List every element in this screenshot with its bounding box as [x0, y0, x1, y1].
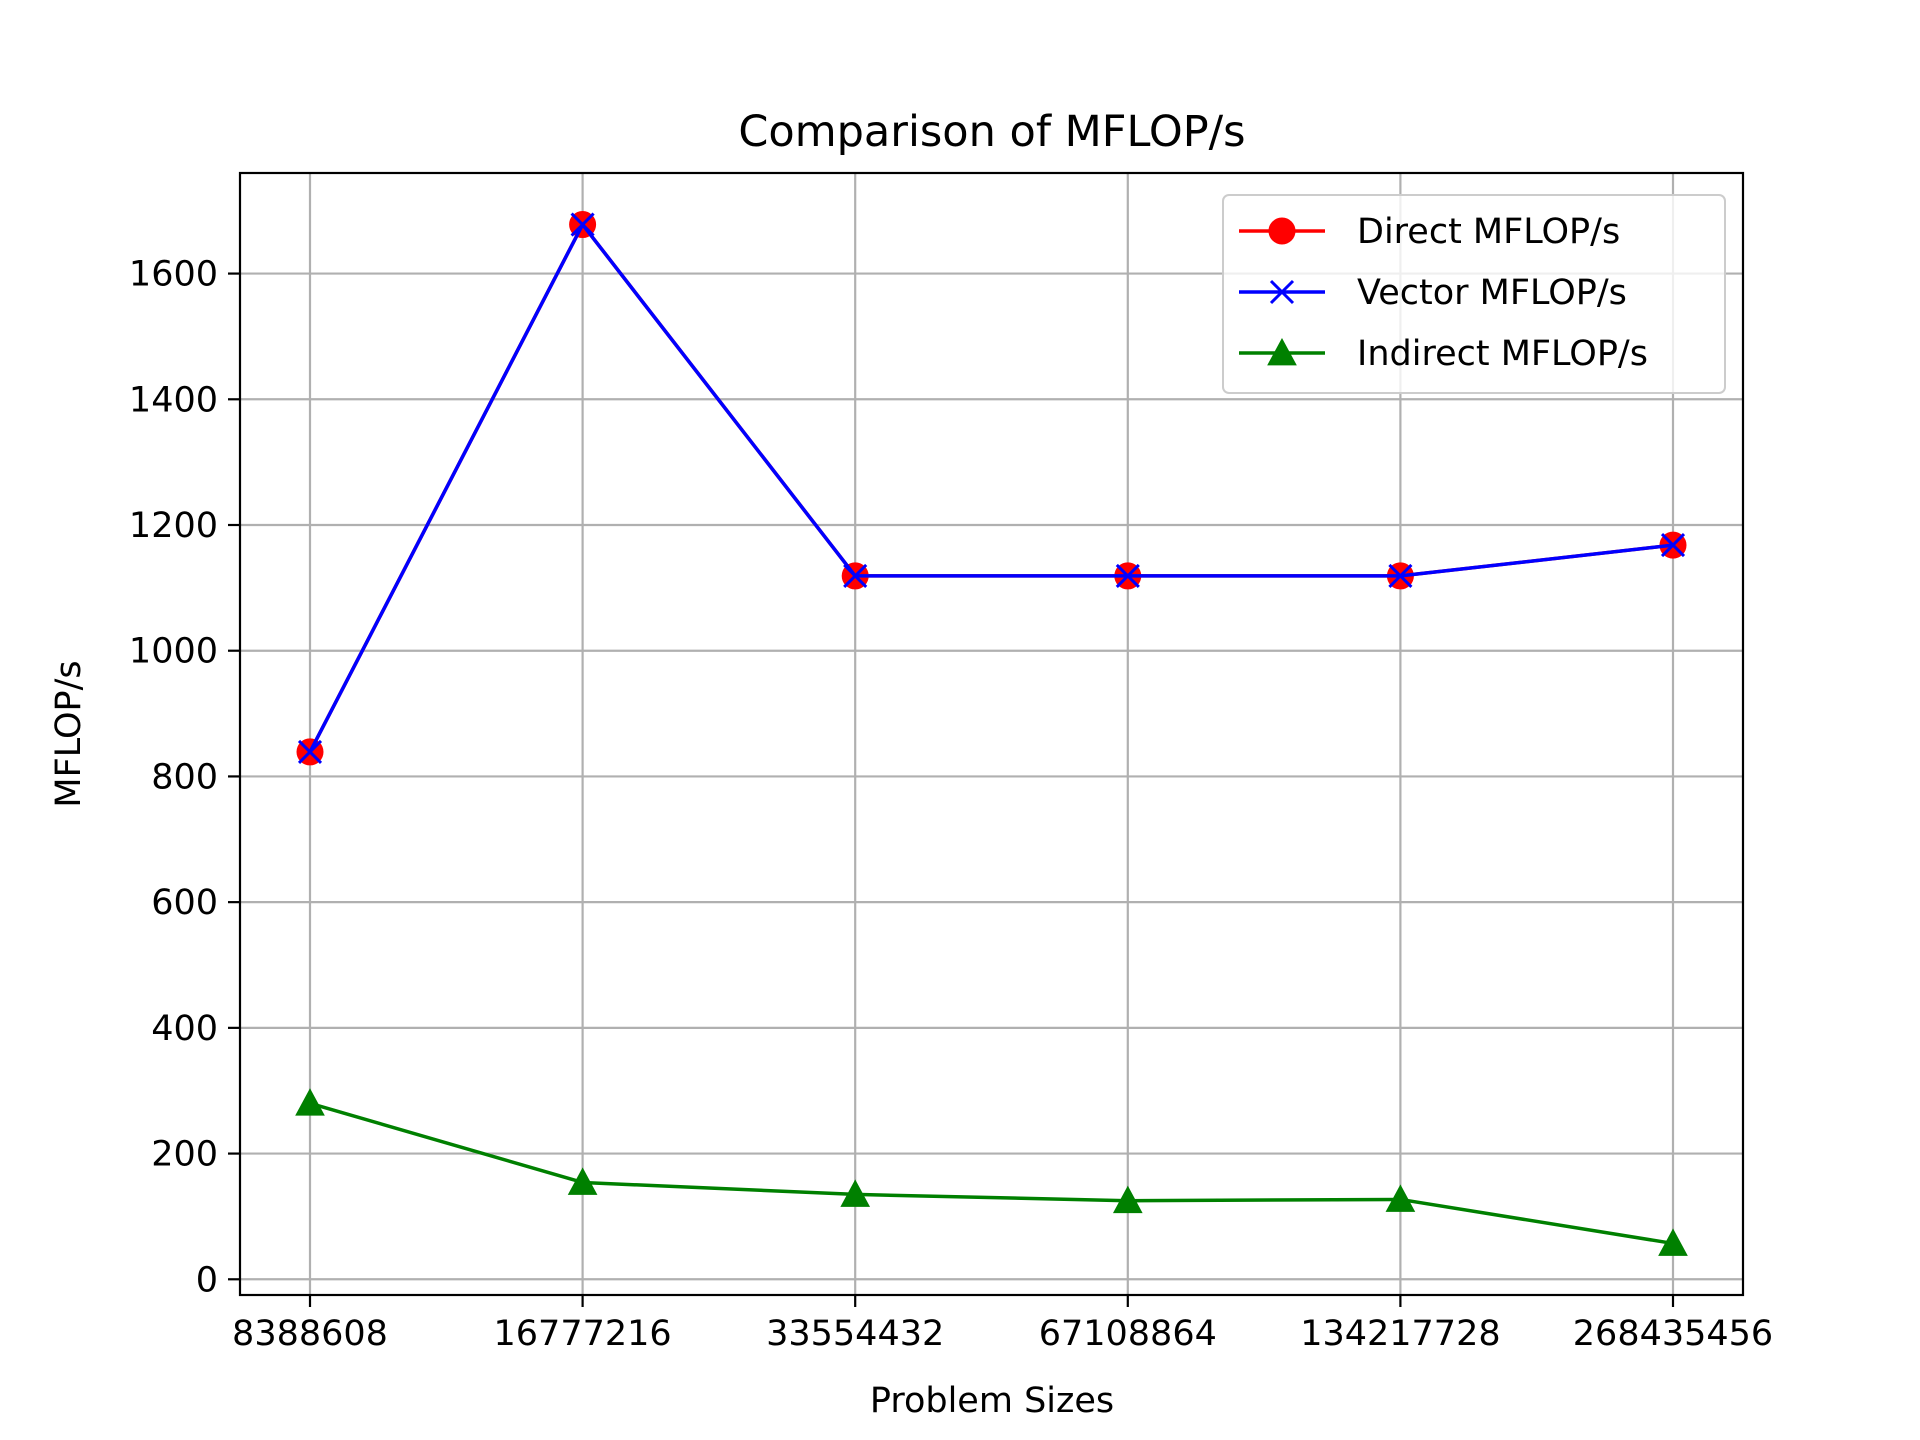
vector-mflop-s-point	[297, 739, 323, 764]
y-tick-label: 800	[151, 757, 218, 797]
indirect-mflop-s-line	[309, 1101, 1674, 1246]
y-tick-label: 200	[151, 1135, 218, 1175]
x-tick-label: 67108864	[1039, 1314, 1217, 1354]
legend-indirect-mflop-s-point	[1267, 337, 1297, 366]
vector-mflop-s-point	[1115, 563, 1140, 588]
legend-label: Direct MFLOP/s	[1357, 212, 1620, 252]
chart-title: Comparison of MFLOP/s	[738, 107, 1245, 157]
legend-item-indirect-mflop-s: Indirect MFLOP/s	[1239, 334, 1648, 374]
vector-mflop-s-point	[570, 212, 595, 237]
indirect-mflop-s-point	[1385, 1184, 1416, 1212]
vector-mflop-s-series	[297, 212, 1686, 764]
legend-label: Indirect MFLOP/s	[1357, 334, 1648, 374]
x-tick-label: 33554432	[766, 1314, 944, 1354]
vector-mflop-s-point	[1388, 563, 1413, 588]
legend-direct-mflop-s-point	[1268, 217, 1296, 245]
x-tick-label: 134217728	[1300, 1314, 1500, 1354]
legend-label: Vector MFLOP/s	[1357, 273, 1627, 313]
y-tick-label: 1600	[129, 255, 218, 295]
y-tick-label: 600	[151, 883, 218, 923]
y-tick-label: 400	[151, 1009, 218, 1049]
legend-frame	[1222, 194, 1726, 394]
y-axis-label: MFLOP/s	[49, 660, 89, 807]
x-tick-label: 16777216	[494, 1314, 672, 1354]
vector-mflop-s-point	[843, 563, 868, 588]
indirect-mflop-s-point	[840, 1179, 871, 1207]
x-tick-label: 8388608	[232, 1314, 388, 1354]
plot-frame	[238, 171, 1745, 1297]
legend: Direct MFLOP/s Vector MFLOP/s Indirect MFL…	[1222, 194, 1726, 394]
axis-ticks: 8388608 16777216 33554432 67108864 134217728…	[129, 255, 1773, 1354]
y-tick-label: 0	[196, 1260, 218, 1300]
legend-item-direct-mflop-s: Direct MFLOP/s	[1239, 212, 1620, 252]
x-tick-label: 268435456	[1573, 1314, 1773, 1354]
y-tick-label: 1400	[129, 380, 218, 420]
indirect-mflop-s-point	[295, 1088, 325, 1116]
vector-mflop-s-point	[1660, 533, 1686, 558]
plot-series	[295, 211, 1688, 1256]
y-tick-label: 1000	[129, 632, 218, 672]
legend-item-vector-mflop-s: Vector MFLOP/s	[1239, 273, 1627, 313]
legend-vector-mflop-s-point	[1269, 279, 1295, 305]
indirect-mflop-s-point	[1658, 1228, 1688, 1256]
indirect-mflop-s-point	[1112, 1185, 1143, 1214]
y-tick-label: 1200	[129, 506, 218, 546]
indirect-mflop-s-point	[567, 1167, 598, 1195]
x-axis-label: Problem Sizes	[870, 1381, 1114, 1421]
indirect-mflop-s-series	[295, 1088, 1688, 1256]
vector-mflop-s-line	[308, 222, 1674, 753]
